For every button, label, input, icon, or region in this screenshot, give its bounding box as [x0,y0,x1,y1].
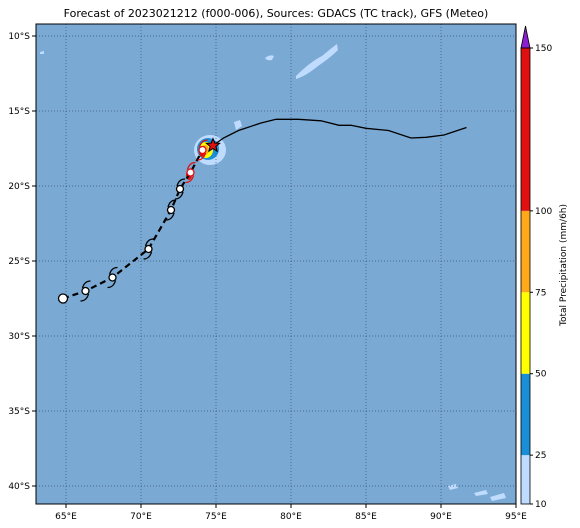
colorbar-tick-label: 75 [535,288,546,298]
storm-symbols [57,139,208,304]
colorbar-segment [521,292,530,374]
forecast-track-line [212,118,467,147]
latitude-ticks: 10°S 15°S 20°S 25°S 30°S 35°S 40°S [8,32,36,492]
small-island [448,484,458,490]
map-frame [35,23,517,505]
lon-tick-label: 80°E [280,512,302,522]
cyclone-icon [80,280,91,302]
colorbar-label: Total Precipitation (mm/6h) [559,203,569,327]
colorbar-tick-label: 10 [535,500,547,510]
colorbar-segment [521,48,530,211]
colorbar-frame [520,47,531,505]
colorbar-segment [521,455,530,504]
chart-title: Forecast of 2023021212 (f000-006), Sourc… [63,7,489,20]
lat-tick-label: 40°S [8,482,30,492]
cyclone-icon [143,238,154,260]
colorbar-segment [521,210,530,293]
colorbar-tick-label: 150 [535,44,552,54]
lat-tick-label: 10°S [8,32,30,42]
current-position-star-icon [204,137,222,153]
small-island [40,51,44,54]
lat-tick-label: 15°S [8,107,30,117]
colorbar-tick-label: 25 [535,451,546,461]
lon-tick-label: 95°E [505,512,527,522]
lon-tick-label: 65°E [55,512,77,522]
cyclone-icon [174,178,186,200]
colorbar-segment [521,373,530,456]
small-island [474,490,488,496]
mascarene-plateau-land [296,44,338,79]
small-island [265,55,274,61]
lat-tick-label: 20°S [8,182,30,192]
lat-tick-label: 30°S [8,332,30,342]
lon-tick-label: 90°E [430,512,452,522]
cyclone-icon [107,266,118,289]
graticule [36,24,516,504]
ocean-background [36,24,516,504]
small-island [490,493,506,501]
lon-tick-label: 70°E [130,512,152,522]
colorbar-extend-arrow [520,25,531,49]
colorbar-tick-label: 50 [535,370,547,380]
lon-tick-label: 75°E [205,512,227,522]
cyclone-icon [185,161,196,184]
land-masses [40,44,506,501]
lon-tick-label: 85°E [355,512,377,522]
colorbar-ticks: 10 25 50 75 100 150 [530,44,552,510]
cyclone-icon [197,139,208,161]
cyclone-icon [165,199,177,221]
small-island [234,120,242,130]
lat-tick-label: 35°S [8,407,30,417]
longitude-ticks: 65°E 70°E 75°E 80°E 85°E 90°E 95°E [55,504,527,522]
storm-circle-icon [57,293,69,304]
colorbar [520,25,531,505]
lat-tick-label: 25°S [8,257,30,267]
colorbar-tick-label: 100 [535,207,552,217]
